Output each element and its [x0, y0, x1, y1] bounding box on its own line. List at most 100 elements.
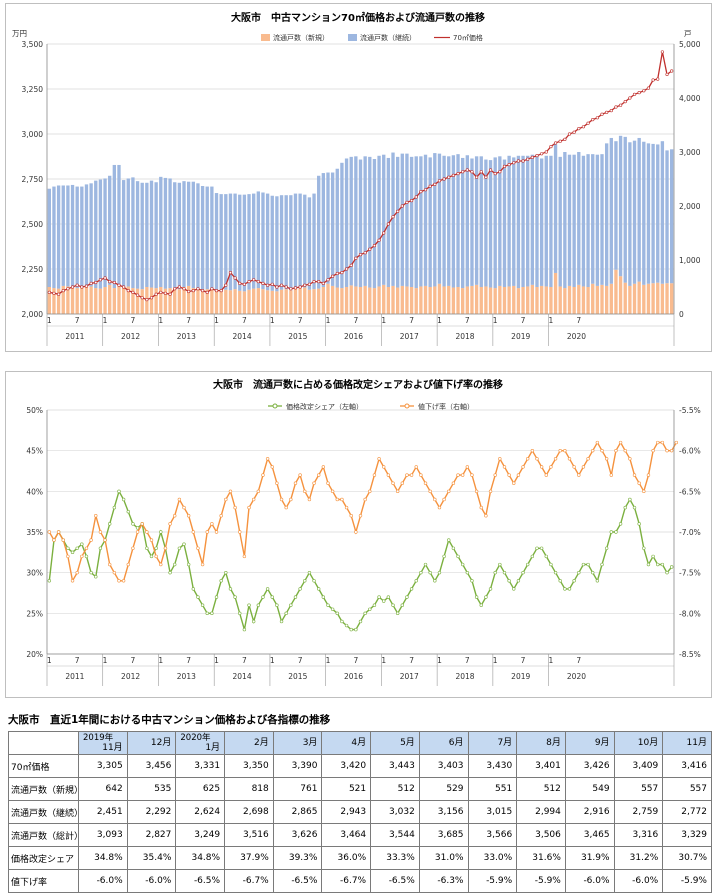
share-point [386, 595, 391, 599]
bar-continued [131, 177, 135, 289]
share-point [479, 603, 483, 607]
share-point [530, 554, 535, 559]
price-point [135, 293, 140, 297]
table-header-cell: 2019年 11月 [78, 731, 128, 755]
table-header-month: 7月 [497, 738, 513, 748]
bar-continued [507, 155, 511, 287]
price-point [581, 125, 586, 129]
table-cell: 3,401 [516, 754, 566, 778]
rate-point [395, 489, 400, 494]
bar-new [563, 288, 567, 314]
price-volume-chart: 大阪市 中古マンション70㎡価格および流通戸数の推移 万円 戸 流通戸数（新規）… [12, 11, 701, 346]
rate-point [265, 457, 270, 461]
share-point [433, 579, 437, 583]
bar-continued [154, 182, 158, 289]
bar-new [642, 284, 646, 314]
month-tick-label: 1 [549, 656, 554, 665]
legend-swatch-new [261, 34, 270, 41]
bar-continued [502, 159, 507, 287]
year-label: 2020 [567, 332, 586, 341]
price-point [196, 287, 200, 291]
year-label: 2019 [511, 332, 530, 341]
left-tick-label: 50% [26, 406, 43, 415]
rate-point [330, 489, 335, 494]
rate-point [405, 473, 409, 477]
share-point [400, 603, 404, 607]
table-cell: 39.3% [272, 846, 323, 870]
year-label: 2016 [344, 332, 363, 341]
rate-point [145, 530, 149, 534]
table-cell: 2,772 [662, 800, 712, 824]
month-tick-label: 7 [298, 656, 303, 665]
bar-new [433, 286, 437, 314]
share-point [409, 587, 414, 591]
bar-new [516, 288, 521, 314]
rate-point [205, 530, 209, 534]
bar-new [303, 287, 307, 314]
month-tick-label: 7 [242, 316, 247, 325]
bar-new [368, 287, 372, 314]
bar-continued [52, 186, 56, 289]
table-cell: 36.0% [321, 846, 372, 870]
rate-point [275, 481, 279, 485]
chart2-gridlines [47, 409, 674, 655]
rate-point [614, 448, 618, 453]
price-point [335, 271, 339, 276]
price-point [530, 155, 534, 159]
bar-continued [521, 155, 525, 287]
bar-new [191, 288, 195, 314]
bar-continued [321, 173, 326, 287]
table-cell: -5.9% [662, 869, 712, 893]
bar-new [618, 276, 623, 314]
legend-new-label: 流通戸数（新規） [273, 33, 329, 42]
share-point [465, 570, 470, 575]
price-point [414, 195, 418, 199]
bar-continued [428, 157, 432, 287]
price-point [233, 276, 237, 280]
price-point [200, 289, 205, 293]
bar-new [488, 287, 493, 314]
month-tick-label: 7 [409, 656, 414, 665]
share-point [535, 546, 539, 550]
bar-new [219, 291, 223, 314]
table-cell: 3,350 [224, 754, 274, 778]
bar-continued [372, 159, 377, 289]
bar-new [479, 287, 483, 314]
bar-continued [340, 162, 344, 289]
table-cell: 2,943 [321, 800, 372, 824]
rate-point [456, 473, 460, 477]
bar-continued [632, 140, 637, 284]
bar-continued [117, 164, 121, 286]
table-header-month: 11月 [686, 738, 707, 748]
price-point [451, 173, 455, 177]
bar-new [377, 286, 381, 314]
share-point [628, 497, 632, 502]
bar-new [70, 287, 75, 314]
bar-continued [61, 185, 65, 286]
year-label: 2018 [455, 672, 474, 681]
share-point [75, 546, 79, 550]
table-cell: 3,316 [613, 823, 664, 847]
bar-new [474, 284, 479, 314]
left-tick-label: 3,250 [22, 85, 44, 94]
table-cell: 31.6% [516, 846, 566, 870]
bar-new [521, 287, 525, 314]
price-point [493, 172, 497, 176]
share-point [354, 627, 358, 632]
bar-new [293, 288, 298, 314]
table-cell: 2,759 [613, 800, 664, 824]
bar-continued [567, 154, 572, 286]
table-header-month: 5月 [400, 738, 415, 748]
right-tick-label: -6.5% [679, 487, 701, 496]
bar-continued [344, 158, 349, 287]
rate-point [660, 440, 665, 445]
rate-point [377, 457, 381, 461]
rate-point [177, 497, 182, 502]
price-point [488, 168, 493, 172]
table-cell: 2,916 [564, 800, 615, 824]
bar-continued [84, 184, 89, 286]
share-point [168, 570, 172, 575]
right-tick-label: 3,000 [679, 148, 701, 157]
bar-continued [600, 154, 604, 285]
table-cell: 3,331 [175, 754, 226, 778]
